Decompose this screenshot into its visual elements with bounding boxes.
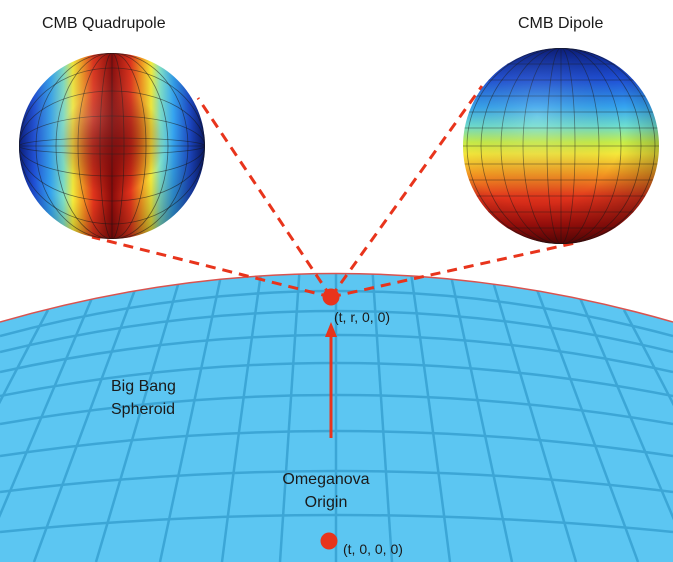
dipole-title: CMB Dipole	[518, 15, 603, 32]
origin-coordinates: (t, 0, 0, 0)	[343, 541, 403, 557]
origin-marker	[320, 532, 338, 550]
dashed-line-dipole-bottom	[330, 241, 576, 299]
radial-arrow	[325, 322, 337, 438]
spheroid-label-line2: Spheroid	[111, 401, 175, 418]
dashed-line-quadrupole-bottom	[91, 235, 332, 299]
cmb-quadrupole-sphere	[19, 53, 205, 239]
spheroid-label-line1: Big Bang	[111, 378, 176, 395]
origin-label-line1: Omeganova	[282, 471, 369, 488]
origin-label-line2: Origin	[305, 494, 348, 511]
spheroid-rim	[0, 272, 673, 323]
big-bang-spheroid	[0, 272, 673, 562]
dashed-line-quadrupole-top	[196, 97, 333, 298]
observer-coordinates: (t, r, 0, 0)	[334, 309, 390, 325]
dashed-line-dipole-top	[329, 85, 484, 298]
arrow-head-icon	[325, 322, 337, 337]
cmb-dipole-sphere	[463, 48, 659, 244]
dashed-projection-lines	[91, 85, 576, 299]
observer-marker	[322, 288, 340, 306]
quadrupole-title: CMB Quadrupole	[42, 15, 166, 32]
